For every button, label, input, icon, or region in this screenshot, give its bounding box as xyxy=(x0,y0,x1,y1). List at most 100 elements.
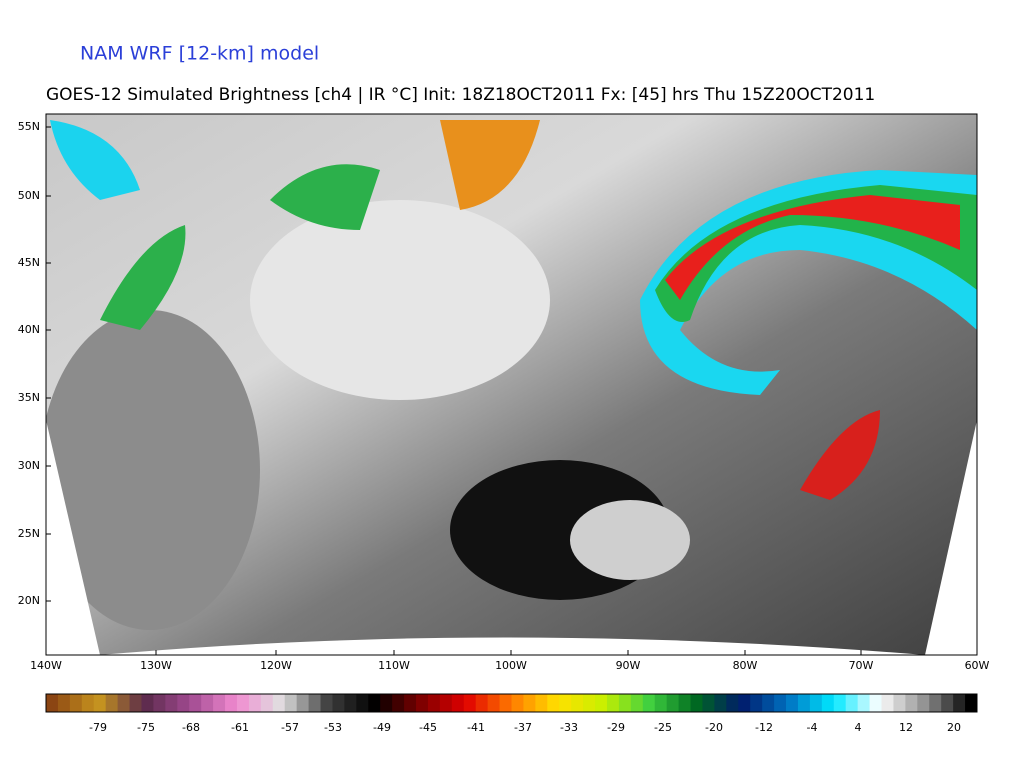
colorbar-swatch xyxy=(248,694,262,712)
cloud-green xyxy=(100,225,186,330)
colorbar-swatch xyxy=(845,694,859,712)
lat-label: 30N xyxy=(18,459,40,472)
lon-label: 60W xyxy=(965,659,990,672)
colorbar-swatch xyxy=(606,694,620,712)
colorbar-label: -45 xyxy=(419,721,437,734)
colorbar-swatch xyxy=(105,694,119,712)
colorbar-swatch xyxy=(762,694,775,712)
colorbar-swatch xyxy=(965,694,978,712)
colorbar-swatch xyxy=(583,694,596,712)
colorbar-swatch xyxy=(678,694,692,712)
colorbar-swatch xyxy=(189,694,202,712)
colorbar-swatch xyxy=(46,694,59,712)
colorbar-label: -33 xyxy=(560,721,578,734)
colorbar-swatch xyxy=(392,694,405,712)
colorbar-swatch xyxy=(750,694,763,712)
colorbar-swatch xyxy=(368,694,381,712)
colorbar-swatch xyxy=(595,694,608,712)
lat-label: 50N xyxy=(18,189,40,202)
colorbar-swatch xyxy=(618,694,632,712)
colorbar-label: -75 xyxy=(137,721,155,734)
colorbar-swatch xyxy=(439,694,453,712)
colorbar-swatch xyxy=(833,694,847,712)
lat-label: 40N xyxy=(18,323,40,336)
map-title: GOES-12 Simulated Brightness [ch4 | IR °… xyxy=(46,85,875,105)
colorbar-swatch xyxy=(416,694,429,712)
colorbar-label: -25 xyxy=(654,721,672,734)
colorbar-swatch xyxy=(451,694,465,712)
colorbar-swatch xyxy=(523,694,536,712)
colorbar-label: -57 xyxy=(281,721,299,734)
cloud-light xyxy=(250,200,550,400)
colorbar-swatch xyxy=(547,694,560,712)
storm-red xyxy=(665,195,960,300)
colorbar-label: -49 xyxy=(373,721,391,734)
projection-edge xyxy=(46,420,100,655)
colorbar-swatch xyxy=(905,694,918,712)
lon-label: 140W xyxy=(30,659,62,672)
colorbar-swatch xyxy=(177,694,190,712)
colorbar-swatch xyxy=(797,694,811,712)
colorbar-swatch xyxy=(821,694,835,712)
lon-label: 90W xyxy=(616,659,641,672)
colorbar-swatch xyxy=(236,694,250,712)
colorbar-swatch xyxy=(320,694,333,712)
colorbar-swatch xyxy=(296,694,310,712)
colorbar-swatch xyxy=(511,694,524,712)
colorbar-swatch xyxy=(726,694,739,712)
colorbar-swatch xyxy=(917,694,930,712)
colorbar-swatch xyxy=(141,694,154,712)
cloud-cyan xyxy=(50,120,140,200)
colorbar-swatch xyxy=(463,694,477,712)
satellite-image xyxy=(46,114,977,655)
colorbar-swatch xyxy=(404,694,417,712)
colorbar-label: -20 xyxy=(705,721,723,734)
colorbar-swatch xyxy=(308,694,322,712)
colorbar-swatch xyxy=(893,694,906,712)
colorbar-swatch xyxy=(630,694,644,712)
cloud-gray xyxy=(46,310,260,630)
colorbar-swatch xyxy=(941,694,954,712)
colorbar-swatch xyxy=(225,694,238,712)
colorbar-swatch xyxy=(284,694,298,712)
colorbar-swatch xyxy=(559,694,572,712)
colorbar-swatch xyxy=(332,694,345,712)
colorbar-swatch xyxy=(260,694,274,712)
lat-label: 55N xyxy=(18,120,40,133)
colorbar-swatch xyxy=(165,694,178,712)
lat-label: 20N xyxy=(18,594,40,607)
colorbar-swatch xyxy=(213,694,226,712)
colorbar-label: -41 xyxy=(467,721,485,734)
colorbar-swatch xyxy=(869,694,883,712)
colorbar-swatch xyxy=(499,694,512,712)
lat-label: 45N xyxy=(18,256,40,269)
colorbar-swatch xyxy=(201,694,214,712)
lon-label: 100W xyxy=(495,659,527,672)
lon-label: 70W xyxy=(849,659,874,672)
lon-label: 130W xyxy=(140,659,172,672)
colorbar-swatch xyxy=(117,694,131,712)
colorbar-label: -37 xyxy=(514,721,532,734)
colorbar-swatch xyxy=(654,694,668,712)
colorbar-swatch xyxy=(714,694,727,712)
lon-label: 80W xyxy=(733,659,758,672)
lat-label: 25N xyxy=(18,527,40,540)
colorbar-swatch xyxy=(129,694,142,712)
colorbar-label: -68 xyxy=(182,721,200,734)
colorbar-swatch xyxy=(881,694,894,712)
lat-label: 35N xyxy=(18,391,40,404)
colorbar-swatch xyxy=(272,694,286,712)
colorbar-label: -29 xyxy=(607,721,625,734)
colorbar-label: -12 xyxy=(755,721,773,734)
colorbar-swatch xyxy=(738,694,751,712)
colorbar-swatch xyxy=(475,694,489,712)
colorbar-label: 12 xyxy=(899,721,913,734)
model-label: NAM WRF [12-km] model xyxy=(80,43,319,65)
colorbar-swatch xyxy=(786,694,799,712)
projection-edge xyxy=(925,420,977,655)
colorbar-swatch xyxy=(57,694,71,712)
colorbar-swatch xyxy=(69,694,83,712)
colorbar-swatch xyxy=(487,694,501,712)
colorbar-label: -4 xyxy=(807,721,818,734)
